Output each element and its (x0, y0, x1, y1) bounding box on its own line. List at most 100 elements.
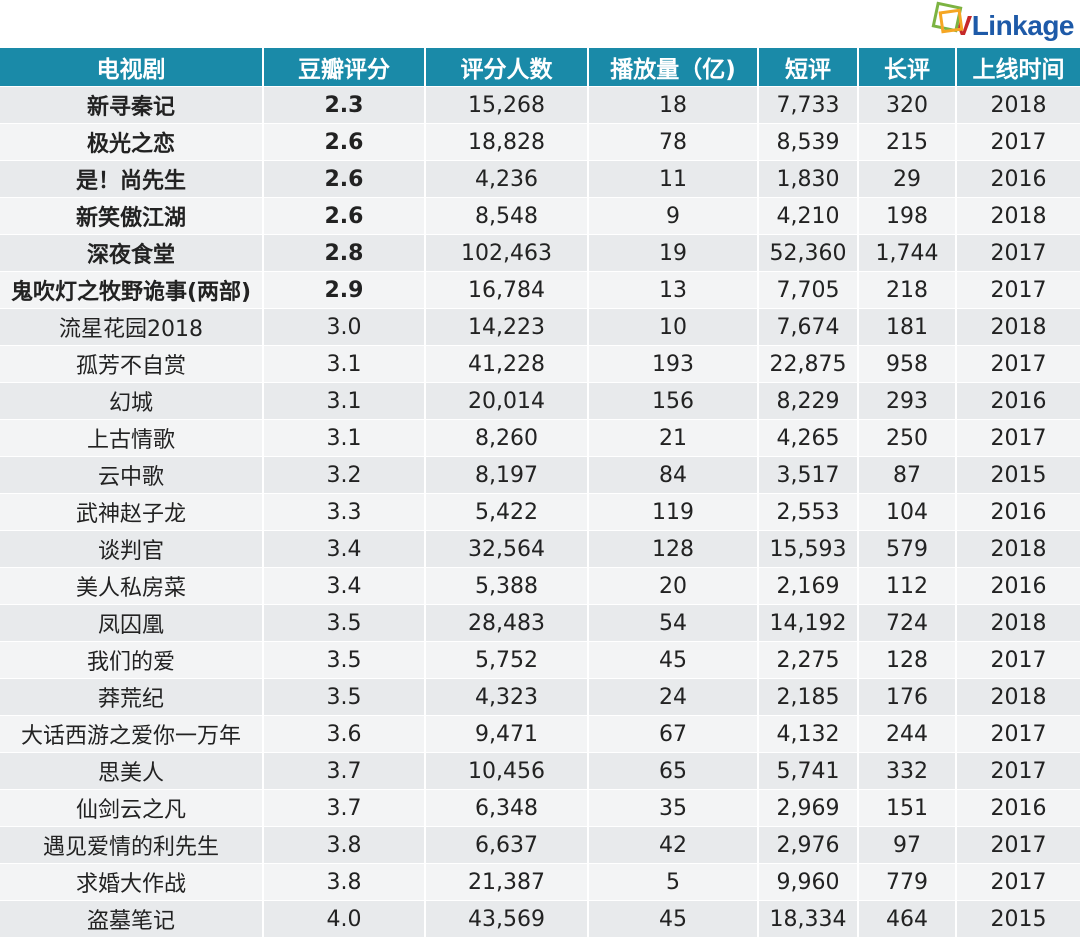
cell-long-reviews: 87 (857, 456, 955, 493)
cell-rating-count: 18,828 (424, 123, 587, 160)
cell-release-year: 2018 (955, 197, 1080, 234)
cell-douban-score: 2.6 (262, 123, 424, 160)
table-row: 深夜食堂 2.8 102,463 19 52,360 1,744 2017 (0, 234, 1080, 271)
cell-drama-name: 上古情歌 (0, 419, 262, 456)
cell-drama-name: 深夜食堂 (0, 234, 262, 271)
cell-long-reviews: 464 (857, 900, 955, 937)
cell-play-count: 24 (587, 678, 757, 715)
cell-douban-score: 3.3 (262, 493, 424, 530)
cell-release-year: 2017 (955, 826, 1080, 863)
table-row: 仙剑云之凡 3.7 6,348 35 2,969 151 2016 (0, 789, 1080, 826)
cell-short-reviews: 15,593 (757, 530, 857, 567)
cell-play-count: 18 (587, 86, 757, 123)
cell-release-year: 2018 (955, 678, 1080, 715)
cell-drama-name: 鬼吹灯之牧野诡事(两部) (0, 271, 262, 308)
cell-play-count: 11 (587, 160, 757, 197)
cell-rating-count: 43,569 (424, 900, 587, 937)
cell-douban-score: 3.1 (262, 345, 424, 382)
cell-play-count: 42 (587, 826, 757, 863)
cell-rating-count: 9,471 (424, 715, 587, 752)
cell-short-reviews: 2,275 (757, 641, 857, 678)
cell-play-count: 156 (587, 382, 757, 419)
cell-long-reviews: 104 (857, 493, 955, 530)
cell-rating-count: 6,348 (424, 789, 587, 826)
cell-long-reviews: 198 (857, 197, 955, 234)
cell-douban-score: 3.2 (262, 456, 424, 493)
cell-short-reviews: 3,517 (757, 456, 857, 493)
cell-long-reviews: 151 (857, 789, 955, 826)
cell-release-year: 2015 (955, 456, 1080, 493)
cell-short-reviews: 9,960 (757, 863, 857, 900)
cell-release-year: 2017 (955, 752, 1080, 789)
cell-play-count: 19 (587, 234, 757, 271)
table-row: 上古情歌 3.1 8,260 21 4,265 250 2017 (0, 419, 1080, 456)
cell-play-count: 35 (587, 789, 757, 826)
cell-drama-name: 孤芳不自赏 (0, 345, 262, 382)
cell-play-count: 78 (587, 123, 757, 160)
cell-play-count: 193 (587, 345, 757, 382)
cell-play-count: 45 (587, 900, 757, 937)
cell-play-count: 84 (587, 456, 757, 493)
cell-release-year: 2017 (955, 271, 1080, 308)
cell-short-reviews: 4,265 (757, 419, 857, 456)
cell-drama-name: 求婚大作战 (0, 863, 262, 900)
cell-rating-count: 8,197 (424, 456, 587, 493)
cell-rating-count: 32,564 (424, 530, 587, 567)
cell-rating-count: 14,223 (424, 308, 587, 345)
table-row: 新笑傲江湖 2.6 8,548 9 4,210 198 2018 (0, 197, 1080, 234)
cell-release-year: 2017 (955, 234, 1080, 271)
cell-play-count: 21 (587, 419, 757, 456)
cell-release-year: 2017 (955, 419, 1080, 456)
cell-release-year: 2018 (955, 604, 1080, 641)
cell-douban-score: 3.1 (262, 382, 424, 419)
table-row: 莽荒纪 3.5 4,323 24 2,185 176 2018 (0, 678, 1080, 715)
cell-long-reviews: 97 (857, 826, 955, 863)
cell-play-count: 65 (587, 752, 757, 789)
cell-drama-name: 盗墓笔记 (0, 900, 262, 937)
table-row: 流星花园2018 3.0 14,223 10 7,674 181 2018 (0, 308, 1080, 345)
cell-douban-score: 3.1 (262, 419, 424, 456)
cell-short-reviews: 52,360 (757, 234, 857, 271)
cell-douban-score: 4.0 (262, 900, 424, 937)
drama-ratings-table: 电视剧 豆瓣评分 评分人数 播放量（亿) 短评 长评 上线时间 新寻秦记 2.3 15,268 1… (0, 48, 1080, 937)
cell-douban-score: 3.4 (262, 567, 424, 604)
cell-play-count: 10 (587, 308, 757, 345)
cell-drama-name: 莽荒纪 (0, 678, 262, 715)
column-header-long-reviews: 长评 (857, 48, 955, 86)
table-header-row: 电视剧 豆瓣评分 评分人数 播放量（亿) 短评 长评 上线时间 (0, 48, 1080, 86)
cell-rating-count: 21,387 (424, 863, 587, 900)
cell-douban-score: 3.5 (262, 604, 424, 641)
cell-drama-name: 大话西游之爱你一万年 (0, 715, 262, 752)
column-header-release-year: 上线时间 (955, 48, 1080, 86)
table-row: 思美人 3.7 10,456 65 5,741 332 2017 (0, 752, 1080, 789)
cell-long-reviews: 1,744 (857, 234, 955, 271)
cell-douban-score: 2.6 (262, 197, 424, 234)
cell-short-reviews: 5,741 (757, 752, 857, 789)
column-header-douban-score: 豆瓣评分 (262, 48, 424, 86)
cell-short-reviews: 2,976 (757, 826, 857, 863)
cell-drama-name: 新寻秦记 (0, 86, 262, 123)
table-row: 幻城 3.1 20,014 156 8,229 293 2016 (0, 382, 1080, 419)
cell-drama-name: 武神赵子龙 (0, 493, 262, 530)
cell-long-reviews: 215 (857, 123, 955, 160)
table-row: 孤芳不自赏 3.1 41,228 193 22,875 958 2017 (0, 345, 1080, 382)
cell-long-reviews: 579 (857, 530, 955, 567)
cell-drama-name: 流星花园2018 (0, 308, 262, 345)
cell-short-reviews: 4,132 (757, 715, 857, 752)
cell-short-reviews: 8,229 (757, 382, 857, 419)
cell-drama-name: 是！尚先生 (0, 160, 262, 197)
cell-short-reviews: 18,334 (757, 900, 857, 937)
table-row: 大话西游之爱你一万年 3.6 9,471 67 4,132 244 2017 (0, 715, 1080, 752)
cell-play-count: 45 (587, 641, 757, 678)
cell-drama-name: 我们的爱 (0, 641, 262, 678)
column-header-short-reviews: 短评 (757, 48, 857, 86)
table-row: 求婚大作战 3.8 21,387 5 9,960 779 2017 (0, 863, 1080, 900)
cell-drama-name: 幻城 (0, 382, 262, 419)
cell-douban-score: 3.8 (262, 863, 424, 900)
column-header-rating-count: 评分人数 (424, 48, 587, 86)
cell-release-year: 2016 (955, 789, 1080, 826)
cell-release-year: 2017 (955, 715, 1080, 752)
table-row: 鬼吹灯之牧野诡事(两部) 2.9 16,784 13 7,705 218 2017 (0, 271, 1080, 308)
cell-drama-name: 谈判官 (0, 530, 262, 567)
cell-drama-name: 仙剑云之凡 (0, 789, 262, 826)
